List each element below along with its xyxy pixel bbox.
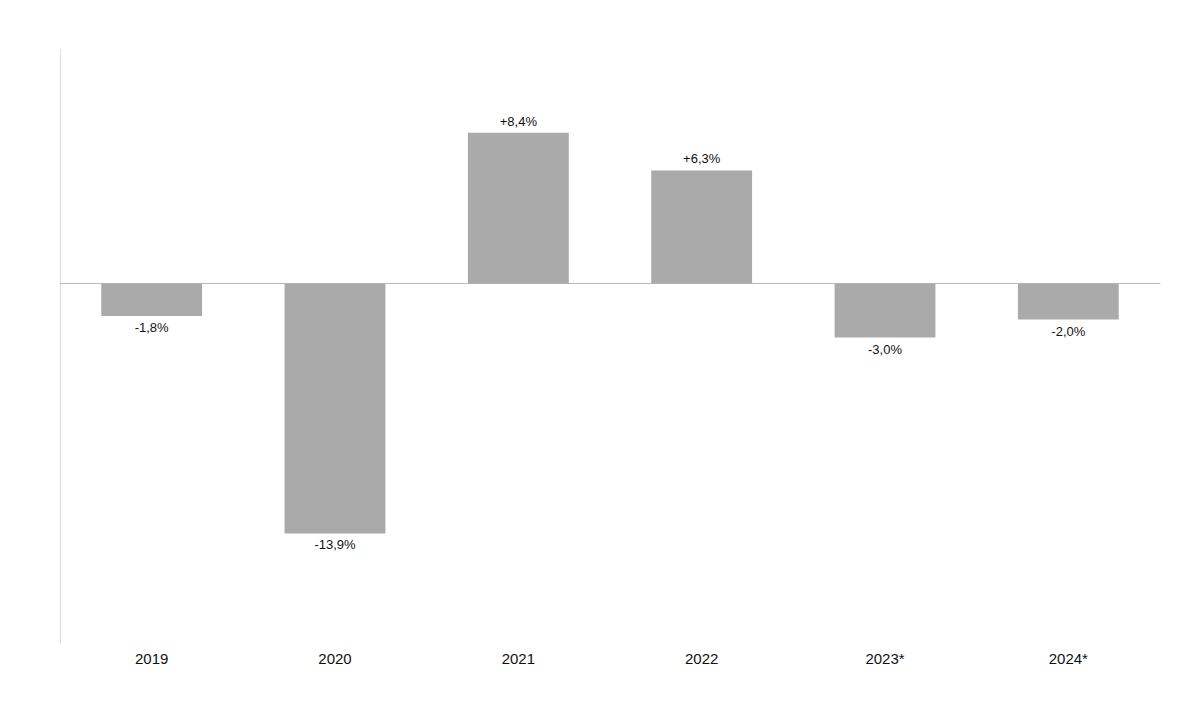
svg-text:2022: 2022	[685, 650, 718, 667]
svg-text:2021: 2021	[502, 650, 535, 667]
svg-text:-2,0%: -2,0%	[1051, 324, 1085, 339]
svg-text:-3,0%: -3,0%	[868, 342, 902, 357]
svg-text:2024*: 2024*	[1049, 650, 1088, 667]
svg-text:-1,8%: -1,8%	[135, 320, 169, 335]
svg-text:+6,3%: +6,3%	[683, 151, 721, 166]
svg-text:+8,4%: +8,4%	[500, 114, 538, 129]
svg-text:2019: 2019	[135, 650, 168, 667]
svg-text:2023*: 2023*	[865, 650, 904, 667]
svg-text:2020: 2020	[318, 650, 351, 667]
svg-text:-13,9%: -13,9%	[314, 537, 356, 552]
